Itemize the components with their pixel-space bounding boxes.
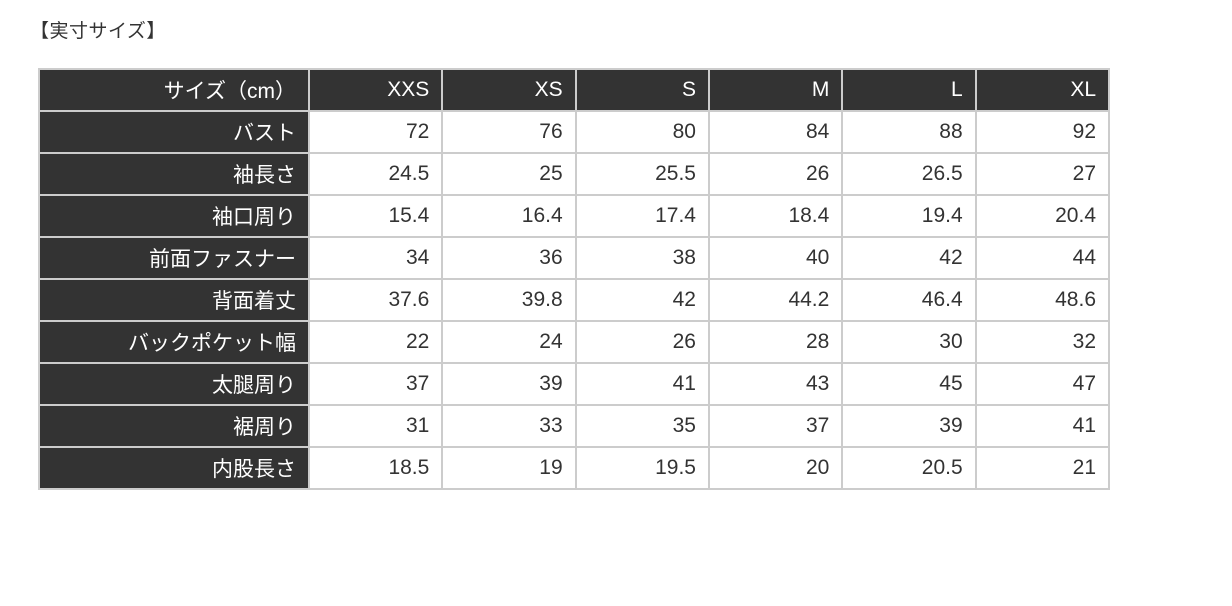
measurement-cell: 35 [574, 404, 710, 448]
measurement-cell: 20.4 [974, 194, 1111, 238]
header-row: サイズ（cm） XXS XS S M L XL [38, 68, 1111, 112]
measurement-cell: 19 [441, 446, 577, 490]
row-label: 背面着丈 [38, 278, 310, 322]
table-row: 袖口周り 15.4 16.4 17.4 18.4 19.4 20.4 [38, 194, 1111, 238]
measurement-cell: 26.5 [841, 152, 977, 196]
measurement-cell: 34 [307, 236, 444, 280]
measurement-cell: 76 [441, 110, 577, 154]
measurement-cell: 39.8 [441, 278, 577, 322]
measurement-cell: 20.5 [841, 446, 977, 490]
size-column-header: XS [441, 68, 577, 112]
measurement-cell: 20 [707, 446, 844, 490]
measurement-cell: 24.5 [307, 152, 444, 196]
measurement-cell: 36 [441, 236, 577, 280]
measurement-cell: 17.4 [574, 194, 710, 238]
row-label: バックポケット幅 [38, 320, 310, 364]
measurement-cell: 43 [707, 362, 844, 406]
table-row: 太腿周り 37 39 41 43 45 47 [38, 362, 1111, 406]
table-row: 背面着丈 37.6 39.8 42 44.2 46.4 48.6 [38, 278, 1111, 322]
measurement-cell: 45 [841, 362, 977, 406]
table-row: 前面ファスナー 34 36 38 40 42 44 [38, 236, 1111, 280]
table-header: サイズ（cm） XXS XS S M L XL [38, 68, 1111, 112]
measurement-cell: 39 [841, 404, 977, 448]
measurement-cell: 72 [307, 110, 444, 154]
measurement-cell: 37 [307, 362, 444, 406]
measurement-cell: 16.4 [441, 194, 577, 238]
measurement-cell: 42 [841, 236, 977, 280]
measurement-cell: 40 [707, 236, 844, 280]
size-column-header: M [707, 68, 844, 112]
measurement-cell: 41 [974, 404, 1111, 448]
measurement-cell: 27 [974, 152, 1111, 196]
size-column-header: S [574, 68, 710, 112]
measurement-cell: 80 [574, 110, 710, 154]
table-row: 袖長さ 24.5 25 25.5 26 26.5 27 [38, 152, 1111, 196]
measurement-cell: 15.4 [307, 194, 444, 238]
measurement-cell: 46.4 [841, 278, 977, 322]
table-body: バスト 72 76 80 84 88 92 袖長さ 24.5 25 25.5 26 26.5 27 袖口周り… [38, 110, 1111, 490]
row-label: 袖長さ [38, 152, 310, 196]
measurement-cell: 41 [574, 362, 710, 406]
row-label: 太腿周り [38, 362, 310, 406]
size-column-header: XXS [307, 68, 444, 112]
size-column-header: XL [974, 68, 1111, 112]
measurement-cell: 44.2 [707, 278, 844, 322]
measurement-cell: 44 [974, 236, 1111, 280]
size-label-column-header: サイズ（cm） [38, 68, 310, 112]
row-label: バスト [38, 110, 310, 154]
measurement-cell: 18.5 [307, 446, 444, 490]
measurement-cell: 18.4 [707, 194, 844, 238]
measurement-cell: 31 [307, 404, 444, 448]
size-column-header: L [841, 68, 977, 112]
measurement-cell: 25.5 [574, 152, 710, 196]
measurement-cell: 25 [441, 152, 577, 196]
row-label: 前面ファスナー [38, 236, 310, 280]
measurement-cell: 38 [574, 236, 710, 280]
measurement-cell: 47 [974, 362, 1111, 406]
measurement-cell: 37 [707, 404, 844, 448]
measurement-cell: 19.5 [574, 446, 710, 490]
table-row: バックポケット幅 22 24 26 28 30 32 [38, 320, 1111, 364]
table-row: 内股長さ 18.5 19 19.5 20 20.5 21 [38, 446, 1111, 490]
page-title: 【実寸サイズ】 [30, 21, 166, 42]
measurement-cell: 28 [707, 320, 844, 364]
measurement-cell: 21 [974, 446, 1111, 490]
measurement-cell: 92 [974, 110, 1111, 154]
measurement-cell: 26 [707, 152, 844, 196]
measurement-cell: 26 [574, 320, 710, 364]
measurement-cell: 30 [841, 320, 977, 364]
table-row: バスト 72 76 80 84 88 92 [38, 110, 1111, 154]
measurement-cell: 88 [841, 110, 977, 154]
measurement-cell: 24 [441, 320, 577, 364]
measurement-cell: 42 [574, 278, 710, 322]
table-row: 裾周り 31 33 35 37 39 41 [38, 404, 1111, 448]
measurement-cell: 32 [974, 320, 1111, 364]
row-label: 袖口周り [38, 194, 310, 238]
measurement-cell: 37.6 [307, 278, 444, 322]
row-label: 裾周り [38, 404, 310, 448]
row-label: 内股長さ [38, 446, 310, 490]
measurement-cell: 48.6 [974, 278, 1111, 322]
measurement-cell: 33 [441, 404, 577, 448]
measurement-cell: 22 [307, 320, 444, 364]
measurement-cell: 39 [441, 362, 577, 406]
measurement-cell: 19.4 [841, 194, 977, 238]
size-chart-table: サイズ（cm） XXS XS S M L XL バスト 72 76 80 84 88 92 袖長さ 24.5… [38, 68, 1111, 490]
measurement-cell: 84 [707, 110, 844, 154]
